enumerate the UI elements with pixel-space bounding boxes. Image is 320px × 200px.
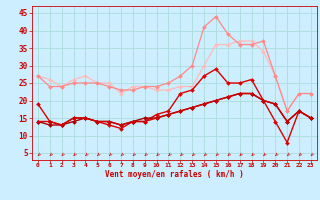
X-axis label: Vent moyen/en rafales ( km/h ): Vent moyen/en rafales ( km/h ) bbox=[105, 170, 244, 179]
